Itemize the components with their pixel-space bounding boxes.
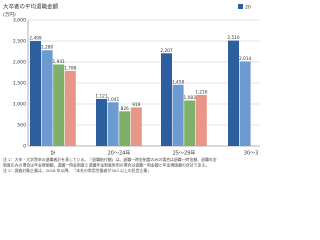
bar [107,102,119,146]
legend-swatch [238,4,243,9]
value-label: 2,014 [239,56,252,62]
bar [172,84,184,146]
x-tick-label: 計 [50,150,55,157]
bar [96,98,107,146]
value-label: 826 [121,106,129,112]
y-tick-label: 3,000 [13,18,26,24]
bar [53,64,65,146]
value-label: 1,941 [53,59,66,65]
bar [184,100,196,146]
bar [161,53,172,146]
value-label: 1,121 [95,93,108,99]
x-tick-label: 25～29年 [173,150,196,157]
value-label: 1,083 [184,95,197,101]
bar [64,70,76,146]
bar [119,111,131,146]
y-tick-label: 2,000 [13,60,26,66]
page: {"chart_data": { "type": "bar", "title":… [3,2,260,173]
x-tick-label: 30～3 [244,151,259,157]
bar [239,61,251,146]
y-tick-label: 2,500 [13,39,26,45]
bar [30,41,41,146]
value-label: 2,207 [160,48,173,54]
value-label: 1,041 [107,97,120,103]
chart-title: 大卒者の平均退職金額 [3,3,59,11]
footnote: 注 2：調査対象企業は、2018 年以降、「本社の常用労働者が30人以上の民営企… [3,168,151,173]
y-tick-label: 0 [23,144,26,150]
value-label: 919 [132,102,140,108]
legend-label: 20 [245,4,251,10]
value-label: 1,458 [172,79,185,85]
value-label: 2,280 [41,45,54,51]
bar [41,50,53,146]
bar [195,94,207,146]
bar [130,107,142,146]
value-label: 2,510 [227,35,240,41]
y-tick-label: 500 [17,123,26,129]
chart: 大卒者の平均退職金額 (万円) 0 500 1,000 1,500 2,000 2,500… [3,3,260,173]
y-tick-label: 1,000 [13,102,26,108]
x-tick-label: 20～24年 [108,150,131,157]
y-axis-label: (万円) [3,12,16,18]
footnote: 注 1：大卒・大学院卒の退職者計を表している。「退職給付額」は、退職一時金制度の… [3,157,217,162]
y-tick-label: 1,500 [13,81,26,87]
bar [228,40,239,146]
value-label: 1,788 [64,65,77,71]
value-label: 1,216 [195,89,208,95]
footnote: 制度のみの場合は年金現価額、退職一時金制度と退職年金制度併用の場合は退職一時金額… [3,163,209,168]
value-label: 2,499 [29,36,42,42]
